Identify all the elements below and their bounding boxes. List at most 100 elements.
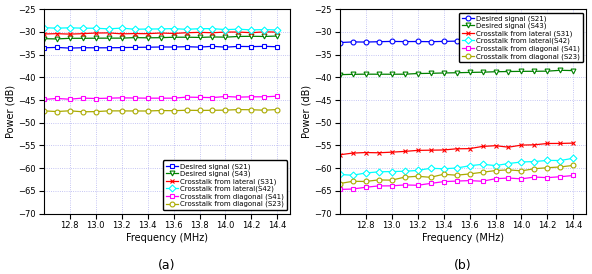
Crosstalk from diagonal (S41)	[362, 185, 369, 189]
Crosstalk from lateral (S31)	[79, 32, 86, 35]
Desired signal (S43)	[144, 36, 151, 39]
Crosstalk from diagonal (S41)	[440, 180, 447, 183]
Crosstalk from diagonal (S41)	[235, 96, 242, 99]
Crosstalk from lateral (S31)	[261, 30, 268, 33]
Desired signal (S43)	[362, 73, 369, 76]
Desired signal (S43)	[92, 36, 99, 40]
Desired signal (S43)	[375, 73, 382, 76]
Desired signal (S43)	[401, 73, 408, 76]
Crosstalk from diagonal (S41)	[144, 96, 151, 100]
Desired signal (S21)	[196, 45, 203, 49]
Line: Desired signal (S21): Desired signal (S21)	[41, 44, 280, 50]
Desired signal (S21)	[118, 46, 125, 49]
Desired signal (S21)	[131, 46, 138, 49]
Crosstalk from diagonal (S23)	[248, 108, 255, 112]
Desired signal (S21)	[492, 39, 499, 42]
Desired signal (S21)	[401, 40, 408, 43]
Crosstalk from diagonal (S23)	[557, 165, 564, 169]
Desired signal (S43)	[196, 36, 203, 39]
Crosstalk from diagonal (S23)	[222, 109, 229, 112]
Desired signal (S21)	[92, 46, 99, 49]
Crosstalk from diagonal (S41)	[79, 96, 86, 100]
Desired signal (S43)	[531, 70, 538, 73]
Crosstalk from lateral(S42)	[118, 27, 125, 30]
Crosstalk from lateral(S42)	[183, 28, 190, 31]
Line: Desired signal (S21): Desired signal (S21)	[337, 37, 576, 45]
Crosstalk from lateral(S42)	[40, 26, 47, 29]
Crosstalk from diagonal (S23)	[375, 178, 382, 182]
Desired signal (S43)	[479, 70, 486, 74]
Crosstalk from lateral(S42)	[209, 27, 216, 30]
Crosstalk from lateral(S42)	[248, 28, 255, 32]
Crosstalk from lateral (S31)	[222, 30, 229, 34]
Desired signal (S43)	[349, 73, 356, 76]
Crosstalk from lateral(S42)	[440, 167, 447, 170]
Crosstalk from lateral (S31)	[388, 150, 395, 154]
Desired signal (S43)	[157, 36, 164, 39]
Desired signal (S43)	[170, 36, 177, 39]
Crosstalk from lateral(S42)	[53, 27, 60, 30]
Text: (a): (a)	[158, 259, 176, 272]
Desired signal (S21)	[375, 40, 382, 43]
Crosstalk from diagonal (S41)	[466, 179, 473, 182]
Crosstalk from lateral (S31)	[362, 151, 369, 154]
Crosstalk from lateral (S31)	[492, 144, 499, 147]
Crosstalk from diagonal (S41)	[518, 177, 525, 181]
Desired signal (S21)	[157, 45, 164, 48]
Desired signal (S21)	[79, 46, 86, 49]
Desired signal (S43)	[248, 35, 255, 38]
Crosstalk from diagonal (S23)	[479, 171, 486, 174]
Desired signal (S43)	[453, 71, 460, 75]
Desired signal (S21)	[261, 45, 268, 48]
Crosstalk from lateral(S42)	[531, 160, 538, 163]
Crosstalk from diagonal (S41)	[248, 95, 255, 98]
Crosstalk from lateral(S42)	[492, 164, 499, 167]
Crosstalk from diagonal (S41)	[336, 188, 343, 191]
Crosstalk from lateral(S42)	[414, 169, 421, 172]
Crosstalk from lateral(S42)	[427, 167, 434, 170]
Crosstalk from diagonal (S41)	[427, 182, 434, 185]
Crosstalk from diagonal (S41)	[66, 98, 73, 101]
Crosstalk from diagonal (S23)	[362, 180, 369, 183]
Desired signal (S43)	[79, 37, 86, 40]
Crosstalk from lateral(S42)	[235, 28, 242, 31]
Desired signal (S21)	[66, 47, 73, 50]
Y-axis label: Power (dB): Power (dB)	[301, 85, 311, 138]
Crosstalk from lateral (S31)	[479, 145, 486, 148]
Crosstalk from diagonal (S23)	[183, 109, 190, 112]
Crosstalk from diagonal (S23)	[336, 182, 343, 185]
Crosstalk from lateral(S42)	[349, 174, 356, 177]
Crosstalk from lateral (S31)	[557, 142, 564, 145]
Crosstalk from lateral(S42)	[362, 171, 369, 175]
Crosstalk from diagonal (S23)	[196, 109, 203, 112]
Crosstalk from diagonal (S23)	[388, 179, 395, 182]
Crosstalk from diagonal (S23)	[144, 109, 151, 113]
Desired signal (S21)	[349, 40, 356, 44]
Crosstalk from diagonal (S23)	[92, 110, 99, 113]
Crosstalk from diagonal (S23)	[261, 109, 268, 112]
Desired signal (S21)	[362, 40, 369, 44]
Crosstalk from diagonal (S23)	[453, 173, 460, 177]
Desired signal (S21)	[248, 45, 255, 48]
Crosstalk from diagonal (S41)	[157, 96, 164, 100]
Crosstalk from diagonal (S41)	[105, 96, 112, 100]
Crosstalk from lateral (S31)	[349, 152, 356, 155]
Crosstalk from diagonal (S41)	[274, 95, 281, 98]
Line: Crosstalk from diagonal (S41): Crosstalk from diagonal (S41)	[41, 94, 280, 102]
Line: Desired signal (S43): Desired signal (S43)	[41, 34, 280, 41]
Crosstalk from lateral (S31)	[505, 145, 512, 149]
Crosstalk from lateral (S31)	[144, 32, 151, 35]
Crosstalk from diagonal (S23)	[105, 109, 112, 113]
Crosstalk from diagonal (S23)	[427, 176, 434, 179]
Crosstalk from lateral(S42)	[157, 27, 164, 31]
Crosstalk from lateral(S42)	[79, 27, 86, 30]
Desired signal (S43)	[131, 36, 138, 39]
Crosstalk from diagonal (S41)	[388, 184, 395, 187]
Desired signal (S21)	[222, 45, 229, 49]
Crosstalk from diagonal (S23)	[518, 169, 525, 172]
Crosstalk from lateral(S42)	[388, 170, 395, 173]
Crosstalk from lateral (S31)	[375, 151, 382, 155]
Desired signal (S21)	[531, 38, 538, 42]
Desired signal (S43)	[388, 73, 395, 76]
Crosstalk from lateral (S31)	[570, 141, 577, 145]
